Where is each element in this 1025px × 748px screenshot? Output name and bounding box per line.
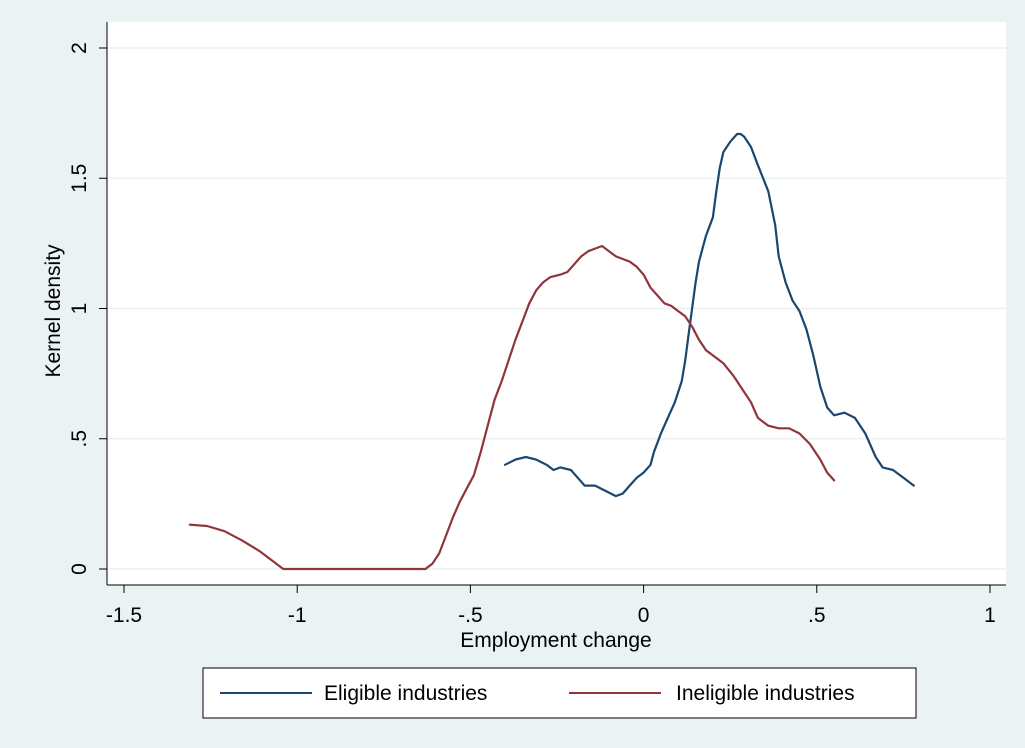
x-tick-label: -.5 [458,604,483,627]
x-tick-label: -1.5 [106,604,142,627]
series-line-ineligible [188,244,836,571]
legend-box [202,667,917,719]
y-tick-label: 0 [68,563,91,575]
legend-label-eligible: Eligible industries [324,682,487,705]
y-tick-label: 1.5 [68,164,91,193]
plot-area [107,22,1006,585]
legend: Eligible industries Ineligible industrie… [202,667,917,719]
y-tick-label: 1 [68,303,91,315]
series-lines [188,132,915,571]
x-axis-title: Employment change [460,629,651,652]
grid-lines [108,47,1006,570]
y-tick-label: 2 [68,42,91,54]
y-tick-label: .5 [68,430,91,448]
axes [106,22,1006,586]
y-axis-title: Kernel density [42,244,65,378]
x-tick-label: -1 [288,604,307,627]
legend-label-ineligible: Ineligible industries [676,682,855,705]
x-axis-ticks: -1.5 -1 -.5 0 .5 1 [106,585,996,627]
y-axis-ticks: 0 .5 1 1.5 2 [68,42,107,575]
x-tick-label: 0 [638,604,650,627]
x-tick-label: .5 [808,604,826,627]
x-tick-label: 1 [984,604,996,627]
series-line-eligible [503,132,915,498]
